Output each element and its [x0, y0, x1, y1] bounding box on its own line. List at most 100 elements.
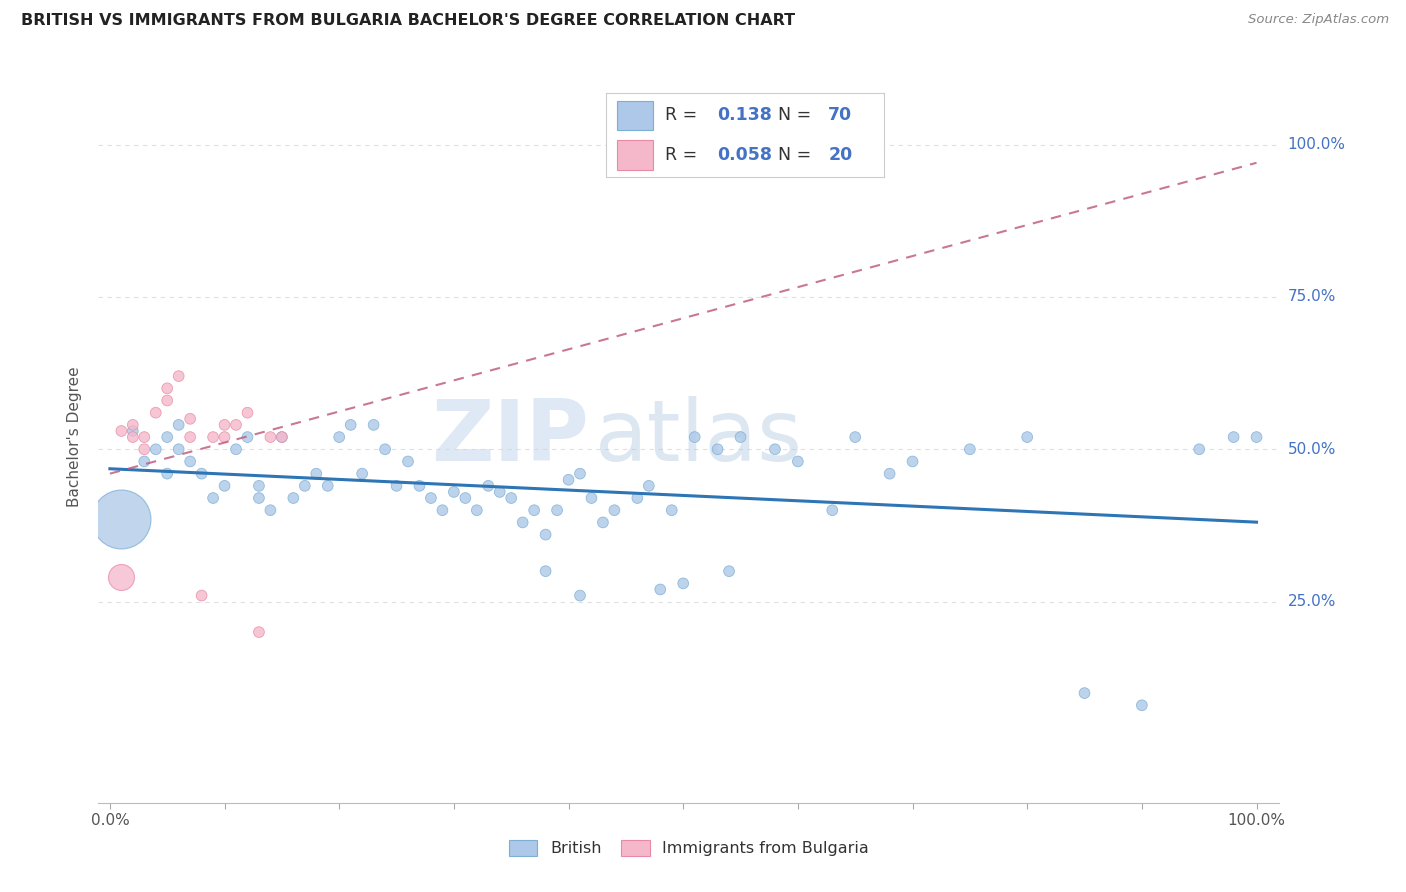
Text: 50.0%: 50.0% [1288, 442, 1336, 457]
Text: ZIP: ZIP [430, 395, 589, 479]
Point [225, 417, 247, 432]
Point [501, 491, 523, 505]
Point [270, 430, 292, 444]
Point [259, 430, 281, 444]
Point [488, 485, 510, 500]
Point [374, 442, 396, 457]
Point [1188, 442, 1211, 457]
Point [202, 430, 225, 444]
Point [626, 491, 648, 505]
Point [179, 454, 201, 468]
Point [247, 491, 270, 505]
Point [121, 430, 143, 444]
Point [396, 454, 419, 468]
Point [190, 467, 212, 481]
Point [179, 412, 201, 426]
Point [190, 589, 212, 603]
Point [879, 467, 901, 481]
Point [581, 491, 603, 505]
Point [592, 516, 614, 530]
Point [569, 589, 592, 603]
Point [247, 625, 270, 640]
Point [603, 503, 626, 517]
Point [1073, 686, 1095, 700]
Text: Source: ZipAtlas.com: Source: ZipAtlas.com [1249, 13, 1389, 27]
Point [683, 430, 706, 444]
Point [363, 417, 385, 432]
Point [121, 424, 143, 438]
Point [477, 479, 499, 493]
Point [179, 430, 201, 444]
Point [134, 454, 156, 468]
Point [1017, 430, 1039, 444]
Point [718, 564, 741, 578]
Point [145, 406, 167, 420]
Point [167, 369, 190, 384]
Point [202, 491, 225, 505]
Point [134, 430, 156, 444]
Point [145, 442, 167, 457]
Point [167, 417, 190, 432]
Point [156, 467, 179, 481]
Point [432, 503, 454, 517]
Point [156, 393, 179, 408]
Text: atlas: atlas [595, 395, 803, 479]
Y-axis label: Bachelor's Degree: Bachelor's Degree [67, 367, 83, 508]
Point [821, 503, 844, 517]
Point [637, 479, 659, 493]
Point [512, 516, 534, 530]
Point [786, 454, 808, 468]
Point [763, 442, 786, 457]
Point [546, 503, 568, 517]
Point [247, 479, 270, 493]
Point [650, 582, 672, 597]
Point [352, 467, 374, 481]
Point [110, 570, 132, 584]
Point [408, 479, 430, 493]
Point [259, 503, 281, 517]
Point [557, 473, 579, 487]
Point [672, 576, 695, 591]
Point [385, 479, 408, 493]
Point [110, 512, 132, 526]
Point [156, 430, 179, 444]
Point [901, 454, 924, 468]
Point [214, 430, 236, 444]
Point [305, 467, 328, 481]
Point [1246, 430, 1268, 444]
Point [730, 430, 752, 444]
Point [214, 417, 236, 432]
Text: BRITISH VS IMMIGRANTS FROM BULGARIA BACHELOR'S DEGREE CORRELATION CHART: BRITISH VS IMMIGRANTS FROM BULGARIA BACH… [21, 13, 796, 29]
Point [1222, 430, 1244, 444]
Point [225, 442, 247, 457]
Text: 25.0%: 25.0% [1288, 594, 1336, 609]
Point [283, 491, 305, 505]
Point [454, 491, 477, 505]
Point [534, 527, 557, 541]
Point [420, 491, 443, 505]
Point [1130, 698, 1153, 713]
Point [294, 479, 316, 493]
Point [443, 485, 465, 500]
Text: 100.0%: 100.0% [1288, 137, 1346, 152]
Point [534, 564, 557, 578]
Point [661, 503, 683, 517]
Legend: British, Immigrants from Bulgaria: British, Immigrants from Bulgaria [501, 831, 877, 864]
Point [121, 417, 143, 432]
Point [236, 406, 259, 420]
Point [236, 430, 259, 444]
Point [959, 442, 981, 457]
Point [328, 430, 350, 444]
Point [706, 442, 728, 457]
Point [569, 467, 592, 481]
Point [270, 430, 292, 444]
Point [339, 417, 361, 432]
Point [844, 430, 866, 444]
Point [316, 479, 339, 493]
Text: 75.0%: 75.0% [1288, 289, 1336, 304]
Point [465, 503, 488, 517]
Point [167, 442, 190, 457]
Point [110, 424, 132, 438]
Point [214, 479, 236, 493]
Point [523, 503, 546, 517]
